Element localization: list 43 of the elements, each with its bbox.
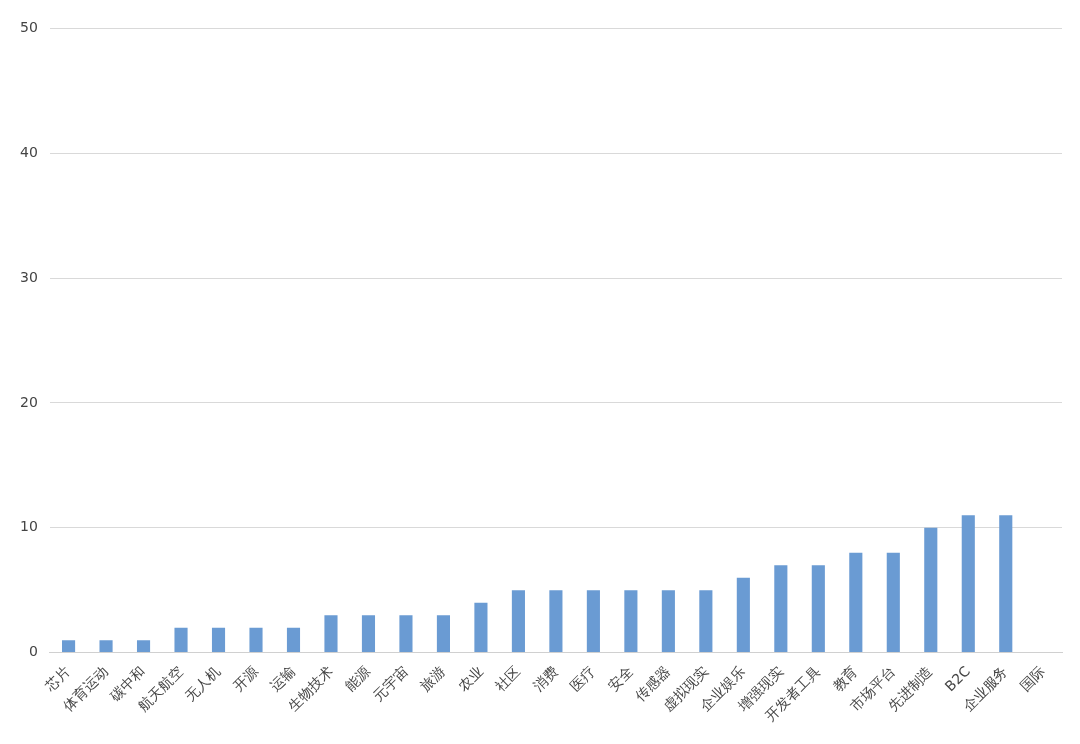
y-tick-label: 0 [28,643,38,660]
bar [849,552,863,653]
bar [62,640,76,653]
bar [99,640,113,653]
bar [774,565,788,653]
x-tick-label: 农业 [454,662,486,695]
x-tick-label: 医疗 [566,662,599,695]
bar [624,590,638,653]
bar [586,590,600,653]
y-tick-label: 40 [19,143,38,160]
bar [924,527,938,653]
bar [549,590,563,653]
bar [736,577,750,653]
bar [886,552,900,653]
y-tick-label: 50 [19,19,38,36]
bar [211,627,226,653]
bar [399,615,413,653]
x-tick-label: 安全 [604,662,636,695]
bar [961,515,975,653]
y-tick-label: 30 [19,268,38,285]
y-tick-label: 20 [19,393,38,410]
bar [474,602,488,653]
bar [436,615,450,653]
bar [361,615,376,653]
x-tick-label: 无人机 [182,662,224,704]
bar [136,640,151,653]
x-tick-label: 开源 [229,662,261,695]
bar [661,590,675,653]
x-tick-label: 国际 [1016,662,1048,695]
bar [699,590,713,653]
bar [999,515,1013,653]
y-tick-label: 10 [19,518,38,535]
bar [324,615,338,653]
bar [174,627,188,653]
bar [811,565,825,653]
bar [249,627,263,653]
x-tick-label: 旅游 [417,662,449,695]
x-tick-label: 教育 [829,662,861,695]
x-tick-label: 社区 [492,662,524,695]
x-tick-label: 消费 [529,662,561,695]
bar [511,590,525,653]
x-tick-label: 运输 [267,662,299,695]
bar [286,627,301,653]
